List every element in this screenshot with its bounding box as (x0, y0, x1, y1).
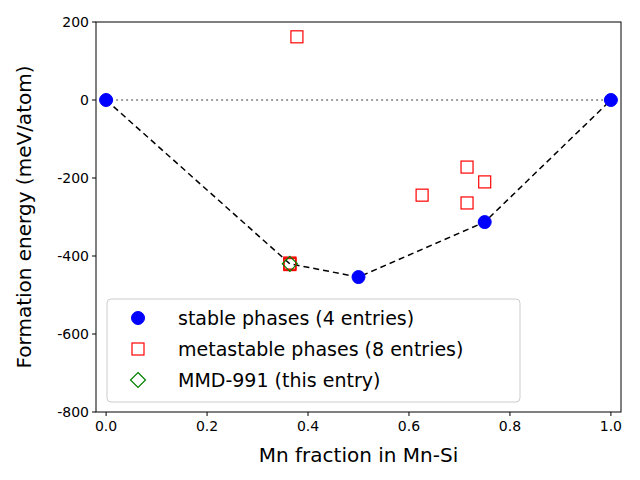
point (291, 31, 303, 43)
y-tick (92, 22, 96, 23)
x-tick (509, 412, 510, 416)
point (100, 94, 113, 107)
y-tick (92, 100, 96, 101)
y-tick (92, 412, 96, 413)
legend-marker (131, 373, 146, 388)
y-tick-label: -400 (57, 248, 89, 264)
x-tick (408, 412, 409, 416)
point (352, 271, 365, 284)
line (106, 100, 611, 277)
y-tick (92, 178, 96, 179)
y-tick-label: -600 (57, 326, 89, 342)
point (604, 94, 617, 107)
y-tick (92, 256, 96, 257)
y-tick-label: -200 (57, 170, 89, 186)
legend-marker (132, 312, 145, 325)
y-tick-label: 0 (80, 92, 89, 108)
line (106, 99, 611, 101)
point (282, 256, 297, 271)
x-axis-label: Mn fraction in Mn-Si (259, 443, 458, 467)
x-tick-label: 1.0 (600, 418, 622, 434)
y-tick (92, 334, 96, 335)
frame (96, 22, 621, 412)
point (416, 189, 428, 201)
y-tick-label: -800 (57, 404, 89, 420)
x-tick-label: 0.4 (297, 418, 319, 434)
legend-box (107, 299, 520, 402)
chart: 0.0 0.2 0.4 0.6 0.8 1.0 -800 -600 -400 -200 0 200 Mn… (0, 0, 640, 480)
x-tick (610, 412, 611, 416)
y-axis-label: Formation energy (meV/atom) (12, 66, 36, 369)
legend-label: metastable phases (8 entries) (178, 338, 463, 360)
plot-area (100, 31, 618, 284)
x-tick (308, 412, 309, 416)
x-tick-label: 0.8 (499, 418, 521, 434)
x-tick-label: 0.0 (95, 418, 117, 434)
x-tick (106, 412, 107, 416)
legend-marker (132, 343, 144, 355)
point (478, 216, 491, 229)
y-tick-label: 200 (62, 14, 89, 30)
legend: stable phases (4 entries) metastable phas… (107, 299, 520, 402)
point (479, 176, 491, 188)
legend-label: MMD-991 (this entry) (178, 369, 380, 391)
x-tick (207, 412, 208, 416)
x-tick-label: 0.2 (196, 418, 218, 434)
legend-label: stable phases (4 entries) (178, 307, 414, 329)
x-tick-label: 0.6 (398, 418, 420, 434)
point (461, 197, 473, 209)
point (284, 258, 296, 270)
point (461, 161, 473, 173)
